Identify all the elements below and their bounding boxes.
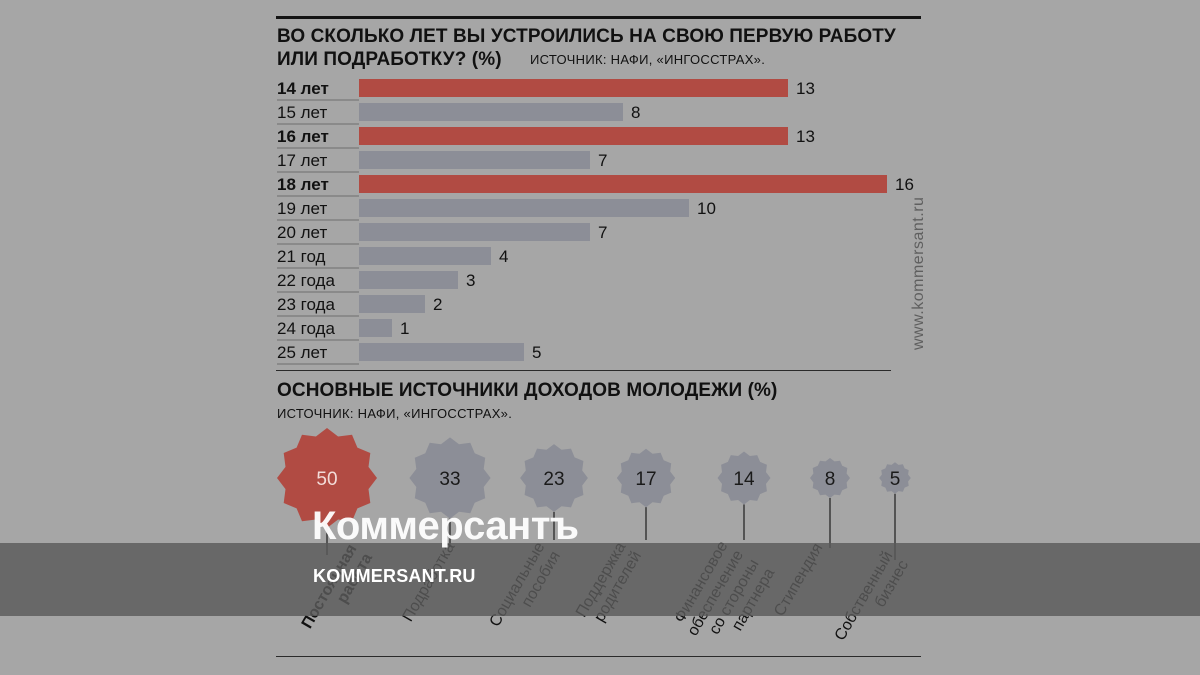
bar xyxy=(359,79,788,97)
bar-category-label: 22 года xyxy=(277,271,335,290)
top-rule xyxy=(276,16,921,19)
chart1-source: ИСТОЧНИК: НАФИ, «ИНГОССТРАХ». xyxy=(530,52,766,67)
bar-category-label: 25 лет xyxy=(277,343,327,362)
seal-value-label: 23 xyxy=(543,469,564,490)
bar xyxy=(359,343,524,361)
bar xyxy=(359,127,788,145)
bar xyxy=(359,151,590,169)
seal-value-label: 17 xyxy=(635,469,656,490)
bar xyxy=(359,319,392,337)
watermark-url: KOMMERSANT.RU xyxy=(313,566,476,586)
bar-value-label: 10 xyxy=(697,199,716,218)
bar-category-label: 23 года xyxy=(277,295,335,314)
bar xyxy=(359,199,689,217)
seal-value-label: 5 xyxy=(890,469,901,490)
bar-value-label: 5 xyxy=(532,343,541,362)
seal-bubble xyxy=(810,458,850,498)
seal-value-label: 33 xyxy=(439,469,460,490)
bar-category-label: 16 лет xyxy=(277,127,329,146)
bar-value-label: 1 xyxy=(400,319,409,338)
chart1-title-line1: ВО СКОЛЬКО ЛЕТ ВЫ УСТРОИЛИСЬ НА СВОЮ ПЕР… xyxy=(277,26,896,47)
seal-bubble xyxy=(520,444,588,512)
seal-value-label: 8 xyxy=(825,469,836,490)
bar-category-label: 21 год xyxy=(277,247,326,266)
bar xyxy=(359,223,590,241)
bar-category-label: 19 лет xyxy=(277,199,327,218)
bar xyxy=(359,295,425,313)
watermark-band xyxy=(0,543,1200,616)
bar-category-label: 14 лет xyxy=(277,79,329,98)
bar-value-label: 16 xyxy=(895,175,914,194)
chart1-title: ВО СКОЛЬКО ЛЕТ ВЫ УСТРОИЛИСЬ НА СВОЮ ПЕР… xyxy=(277,25,917,71)
chart1-title-line2: ИЛИ ПОДРАБОТКУ? (%) xyxy=(277,49,502,70)
watermark-logo: Коммерсантъ xyxy=(312,504,579,548)
seal-bubble xyxy=(717,451,771,505)
seal-bubble xyxy=(409,437,491,519)
bar xyxy=(359,103,623,121)
bar-value-label: 13 xyxy=(796,127,815,146)
seal-value-label: 14 xyxy=(733,469,755,490)
bar-value-label: 3 xyxy=(466,271,475,290)
bar xyxy=(359,271,458,289)
chart2-title: ОСНОВНЫЕ ИСТОЧНИКИ ДОХОДОВ МОЛОДЕЖИ (%) xyxy=(277,380,778,401)
bar-value-label: 7 xyxy=(598,151,607,170)
bar xyxy=(359,175,887,193)
bar-category-label: 24 года xyxy=(277,319,335,338)
bar xyxy=(359,247,491,265)
bar-value-label: 8 xyxy=(631,103,640,122)
bar-value-label: 13 xyxy=(796,79,815,98)
seal-bubble xyxy=(879,462,911,494)
bar-category-label: 17 лет xyxy=(277,151,327,170)
bar-category-label: 15 лет xyxy=(277,103,327,122)
chart2-source: ИСТОЧНИК: НАФИ, «ИНГОССТРАХ». xyxy=(277,406,513,421)
middle-rule xyxy=(276,370,891,371)
seal-value-label: 50 xyxy=(316,469,337,490)
seal-bubble xyxy=(277,428,377,528)
bottom-rule xyxy=(276,656,921,657)
bar-value-label: 7 xyxy=(598,223,607,242)
bar-value-label: 4 xyxy=(499,247,508,266)
bar-category-label: 20 лет xyxy=(277,223,327,242)
seal-bubble xyxy=(616,448,676,508)
bar-value-label: 2 xyxy=(433,295,442,314)
bar-category-label: 18 лет xyxy=(277,175,329,194)
